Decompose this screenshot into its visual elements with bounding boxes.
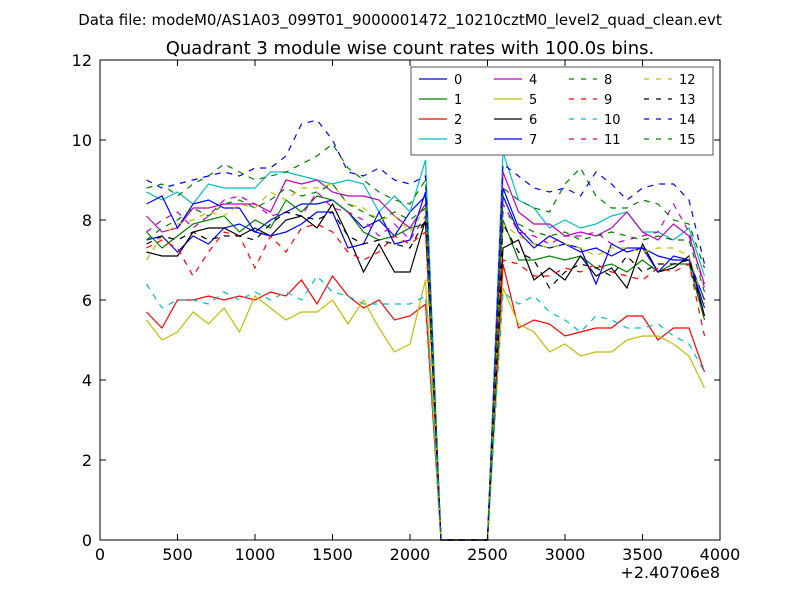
series-line-3: [146, 151, 706, 541]
y-tick-label: 6: [82, 291, 92, 310]
legend-label-15: 15: [679, 133, 696, 148]
y-tick-label: 4: [82, 371, 92, 390]
legend-label-8: 8: [604, 73, 612, 88]
y-tick-label: 2: [82, 451, 92, 470]
legend-label-4: 4: [529, 73, 537, 88]
series-line-12: [145, 183, 706, 541]
x-tick-label: 2000: [390, 545, 431, 564]
series-line-5: [146, 279, 706, 541]
legend-label-7: 7: [529, 133, 537, 148]
x-tick-label: 1500: [312, 545, 353, 564]
x-tick-label: 3000: [545, 545, 586, 564]
series-line-13: [146, 211, 706, 541]
legend-label-14: 14: [679, 113, 696, 128]
series-line-6: [146, 202, 706, 541]
y-tick-label: 0: [82, 531, 92, 550]
y-tick-label: 12: [72, 51, 92, 70]
legend-label-12: 12: [679, 73, 696, 88]
series-line-7: [146, 191, 706, 541]
y-tick-label: 8: [82, 211, 92, 230]
legend-label-1: 1: [454, 93, 462, 108]
series-line-14: [146, 119, 706, 541]
chart-title: Quadrant 3 module wise count rates with …: [166, 38, 655, 59]
x-tick-label: 1000: [235, 545, 276, 564]
x-axis: 0 500 1000 1500 2000 2500 3000 3500 4000: [95, 60, 740, 564]
series-line-8: [146, 143, 706, 541]
x-tick-label: 2500: [467, 545, 508, 564]
data-file-label: Data file: modeM0/AS1A03_099T01_90000014…: [78, 11, 722, 30]
series-line-15: [146, 183, 706, 541]
x-tick-label: 500: [162, 545, 193, 564]
legend-label-13: 13: [679, 93, 696, 108]
x-tick-label: 0: [95, 545, 105, 564]
legend-label-6: 6: [529, 113, 537, 128]
legend-label-3: 3: [454, 133, 462, 148]
legend-label-9: 9: [604, 93, 612, 108]
y-tick-label: 10: [72, 131, 92, 150]
legend-label-5: 5: [529, 93, 537, 108]
series-line-9: [146, 223, 706, 541]
legend-label-0: 0: [454, 73, 462, 88]
legend-label-11: 11: [604, 133, 621, 148]
plot-lines: [145, 119, 706, 541]
series-line-10: [145, 275, 706, 541]
x-tick-label: 4000: [700, 545, 741, 564]
legend-label-2: 2: [454, 113, 462, 128]
x-tick-label: 3500: [622, 545, 663, 564]
legend-label-10: 10: [604, 113, 621, 128]
legend-box: [410, 66, 714, 156]
series-line-11: [146, 191, 706, 541]
x-offset-label: +2.40706e8: [620, 563, 720, 582]
